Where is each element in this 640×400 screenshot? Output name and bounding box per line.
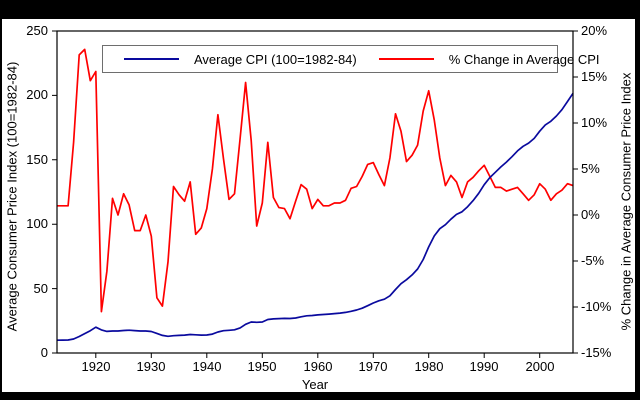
y-right-tick-5: 5% (581, 161, 600, 176)
y-left-tick-100: 100 (26, 216, 48, 231)
x-axis-title: Year (301, 377, 329, 392)
x-tick-1950: 1950 (247, 359, 277, 374)
pct-change-line (57, 48, 574, 313)
legend-label-cpi: Average CPI (100=1982-84) (194, 51, 357, 67)
x-tick-1920: 1920 (81, 359, 111, 374)
y-right-tick--5: -5% (581, 253, 605, 268)
y-right-tick-15: 15% (581, 69, 608, 84)
x-tick-1940: 1940 (192, 359, 222, 374)
legend: Average CPI (100=1982-84) % Change in Av… (102, 45, 600, 73)
left-axis-title: Average Consumer Price Index (100=1982-8… (4, 61, 20, 332)
y-right-tick-0: 0% (581, 207, 600, 222)
y-left-tick-200: 200 (26, 87, 48, 102)
chart-panel (2, 19, 635, 392)
x-tick-1930: 1930 (136, 359, 166, 374)
x-tick-1970: 1970 (358, 359, 388, 374)
y-left-tick-150: 150 (26, 152, 48, 167)
legend-label-pct: % Change in Average CPI (448, 51, 600, 67)
plot-border (56, 30, 574, 354)
y-right-tick-10: 10% (581, 115, 608, 130)
x-tick-1990: 1990 (469, 359, 499, 374)
x-tick-1980: 1980 (414, 359, 444, 374)
y-right-tick--15: -15% (581, 345, 612, 360)
legend-line-sample-cpi (124, 58, 179, 60)
y-right-tick--10: -10% (581, 299, 612, 314)
right-axis-title: % Change in Average Consumer Price Index (618, 72, 634, 331)
y-left-tick-50: 50 (33, 281, 48, 296)
y-left-tick-0: 0 (40, 345, 48, 360)
axis-tick-marks (52, 30, 578, 358)
x-tick-2000: 2000 (525, 359, 555, 374)
y-right-tick-20: 20% (581, 23, 608, 38)
legend-line-sample-pct (378, 58, 434, 60)
y-left-tick-250: 250 (26, 23, 48, 38)
x-tick-1960: 1960 (303, 359, 333, 374)
average-cpi-line (56, 92, 574, 342)
